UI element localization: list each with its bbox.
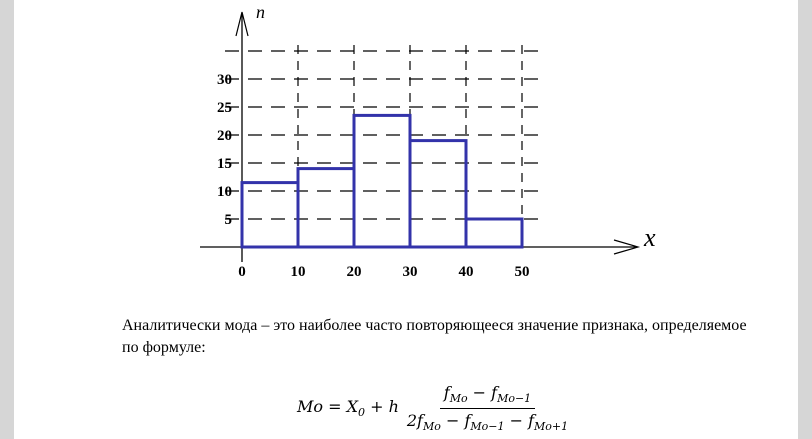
page-edge-right: [798, 0, 812, 439]
den-term-b: − f: [440, 410, 471, 430]
den-term-a: 2f: [406, 410, 423, 430]
y-tick-label-3: 20: [217, 128, 232, 144]
y-tick-label-1: 10: [217, 184, 232, 200]
num-term-b: − f: [467, 383, 498, 403]
formula-denominator: 2fMo − fMo−1 − fMo+1: [403, 409, 572, 433]
num-term-b-sub: Mo−1: [497, 392, 532, 406]
den-term-c-sub: Mo+1: [533, 419, 569, 433]
formula-fraction: fMo − fMo−1 2fMo − fMo−1 − fMo+1: [403, 383, 572, 432]
y-axis-arrow: [235, 11, 249, 37]
x-tick-label-4: 40: [459, 264, 474, 280]
histogram-svg: 5 10 15 20 25 30 0 10 20 30 40 50 n x: [200, 2, 656, 280]
x-tick-label-2: 20: [347, 264, 362, 280]
num-term-a-sub: Mo: [449, 392, 468, 406]
x-axis-label: x: [643, 223, 656, 252]
histogram-bar-2: [352, 113, 412, 249]
paragraph-text: Аналитически мода – это наиболее часто п…: [122, 317, 747, 356]
x-tick-label-3: 30: [403, 264, 418, 280]
y-axis-label: n: [256, 2, 265, 22]
den-term-c: − f: [504, 410, 534, 430]
formula-lhs-sub: 0: [357, 406, 365, 420]
x-tick-label-1: 10: [291, 264, 306, 280]
y-tick-label-2: 15: [217, 156, 232, 172]
histogram-bar-0: [240, 181, 300, 249]
mode-formula: Mo = X0 + h fMo − fMo−1 2fMo − fMo−1 − f…: [297, 380, 627, 436]
formula-lhs: Mo = X0 + h: [297, 397, 399, 419]
formula-lhs-text: Mo = X: [297, 396, 358, 416]
y-tick-label-5: 30: [217, 72, 232, 88]
y-tick-label-4: 25: [217, 100, 232, 116]
page-edge-left: [0, 0, 14, 439]
x-axis-arrow: [613, 239, 641, 255]
formula-numerator: fMo − fMo−1: [439, 383, 536, 409]
histogram-bar-3: [408, 139, 468, 249]
x-tick-label-5: 50: [515, 264, 530, 280]
histogram-bar-4: [464, 217, 524, 249]
x-tick-label-0: 0: [238, 264, 246, 280]
den-term-b-sub: Mo−1: [470, 419, 505, 433]
histogram-bar-1: [296, 167, 356, 249]
num-term-a: f: [443, 383, 450, 403]
den-term-a-sub: Mo: [422, 419, 441, 433]
y-tick-label-0: 5: [225, 212, 233, 228]
histogram-chart: 5 10 15 20 25 30 0 10 20 30 40 50 n x: [200, 2, 656, 280]
formula-plus-h: + h: [364, 396, 399, 416]
